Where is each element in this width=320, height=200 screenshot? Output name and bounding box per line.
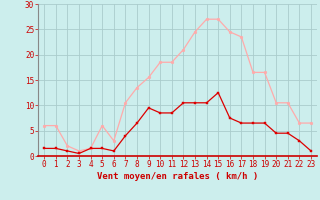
X-axis label: Vent moyen/en rafales ( km/h ): Vent moyen/en rafales ( km/h )	[97, 172, 258, 181]
